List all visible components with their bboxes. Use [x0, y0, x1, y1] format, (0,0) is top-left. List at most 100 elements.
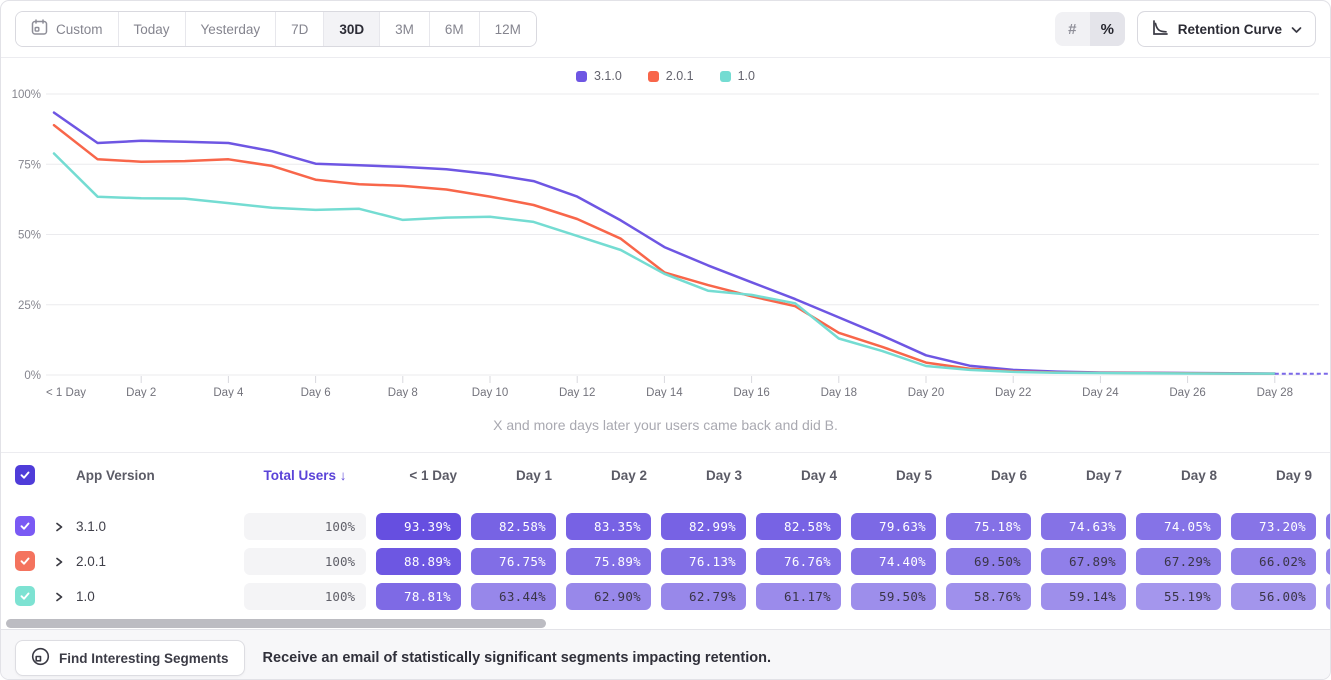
retention-cell[interactable]: 63.44%	[471, 583, 556, 610]
legend-item-2.0.1[interactable]: 2.0.1	[647, 69, 694, 83]
retention-cell[interactable]: 75.18%	[946, 513, 1031, 540]
date-range-12m[interactable]: 12M	[479, 12, 536, 46]
retention-cell[interactable]: 59.14%	[1041, 583, 1126, 610]
column-header-day-4[interactable]: Day 4	[800, 467, 837, 483]
retention-cell-clipped[interactable]	[1326, 548, 1330, 575]
y-axis-label: 50%	[18, 230, 41, 242]
footer-bar: Find Interesting Segments Receive an ema…	[1, 629, 1330, 679]
expand-chevron[interactable]	[53, 555, 67, 569]
column-header-app-version[interactable]: App Version	[76, 467, 155, 483]
row-checkbox-1.0[interactable]	[15, 586, 35, 606]
column-header-day-6[interactable]: Day 6	[990, 467, 1027, 483]
series-line-1.0[interactable]	[52, 152, 1277, 375]
select-all-checkbox[interactable]	[15, 465, 35, 485]
legend-swatch	[647, 70, 659, 82]
date-range-custom[interactable]: Custom	[16, 12, 119, 46]
column-header-day-3[interactable]: Day 3	[705, 467, 742, 483]
x-axis-label: Day 20	[908, 387, 944, 398]
legend-item-1.0[interactable]: 1.0	[719, 69, 755, 83]
retention-cell[interactable]: 62.79%	[661, 583, 746, 610]
retention-cell[interactable]: 78.81%	[376, 583, 461, 610]
x-axis-label: Day 8	[388, 387, 418, 398]
calendar-icon	[31, 19, 48, 39]
retention-cell[interactable]: 82.58%	[756, 513, 841, 540]
retention-cell[interactable]: 61.17%	[756, 583, 841, 610]
column-header-<-1-day[interactable]: < 1 Day	[409, 467, 457, 483]
x-axis-label: Day 26	[1169, 387, 1205, 398]
retention-cell[interactable]: 79.63%	[851, 513, 936, 540]
date-range-30d[interactable]: 30D	[324, 12, 381, 46]
series-line-3.1.0[interactable]	[52, 111, 1277, 375]
retention-cell[interactable]: 75.89%	[566, 548, 651, 575]
segments-icon	[31, 647, 50, 669]
x-axis-label: Day 28	[1257, 387, 1293, 398]
column-header-day-7[interactable]: Day 7	[1085, 467, 1122, 483]
view-type-dropdown[interactable]: Retention Curve	[1136, 11, 1316, 47]
retention-line-chart: 0% 25% 50% 75% 100% < 1 Day Day 2 Day 4 Day 6 Day…	[12, 89, 1330, 399]
retention-cell[interactable]: 66.02%	[1231, 548, 1316, 575]
column-header-day-2[interactable]: Day 2	[610, 467, 647, 483]
chevron-down-icon	[1291, 22, 1302, 37]
date-range-today[interactable]: Today	[118, 12, 186, 46]
retention-cell-clipped[interactable]	[1326, 583, 1330, 610]
legend-label: 2.0.1	[665, 69, 694, 83]
value-mode-percent[interactable]: %	[1089, 12, 1125, 46]
expand-chevron[interactable]	[53, 590, 67, 604]
scrollbar-thumb[interactable]	[6, 619, 546, 628]
date-range-label: Custom	[56, 21, 103, 37]
retention-cell[interactable]: 74.05%	[1136, 513, 1221, 540]
retention-cell[interactable]: 73.20%	[1231, 513, 1316, 540]
table-body: 3.1.0 100% 93.39% 82.58% 83.35% 82.99% 82.58% 7…	[1, 496, 1330, 618]
retention-cell[interactable]: 76.13%	[661, 548, 746, 575]
date-range-yesterday[interactable]: Yesterday	[185, 12, 277, 46]
retention-cell[interactable]: 69.50%	[946, 548, 1031, 575]
table-header: App Version Total Users ↓ < 1 Day Day 1 Day …	[1, 452, 1330, 496]
date-range-selector: Custom Today Yesterday 7D 30D 3M 6M 12M	[15, 11, 537, 47]
retention-cell[interactable]: 74.63%	[1041, 513, 1126, 540]
find-interesting-segments-label: Find Interesting Segments	[59, 650, 229, 666]
row-checkbox-3.1.0[interactable]	[15, 516, 35, 536]
value-mode-number[interactable]: #	[1068, 20, 1077, 38]
column-header-day-5[interactable]: Day 5	[895, 467, 932, 483]
legend-label: 3.1.0	[593, 69, 622, 83]
retention-cell[interactable]: 67.89%	[1041, 548, 1126, 575]
retention-cell[interactable]: 76.75%	[471, 548, 556, 575]
date-range-3m[interactable]: 3M	[380, 12, 430, 46]
retention-cell[interactable]: 55.19%	[1136, 583, 1221, 610]
app-version-label: 2.0.1	[76, 554, 107, 569]
retention-cell[interactable]: 58.76%	[946, 583, 1031, 610]
column-header-day-1[interactable]: Day 1	[515, 467, 552, 483]
column-header-total-users[interactable]: Total Users ↓	[263, 467, 347, 483]
app-version-label: 3.1.0	[76, 519, 107, 534]
retention-cell-clipped[interactable]	[1326, 513, 1330, 540]
x-axis-label: Day 16	[733, 387, 769, 398]
retention-cell[interactable]: 56.00%	[1231, 583, 1316, 610]
find-interesting-segments-button[interactable]: Find Interesting Segments	[15, 640, 245, 676]
retention-cell[interactable]: 76.76%	[756, 548, 841, 575]
retention-cell[interactable]: 74.40%	[851, 548, 936, 575]
row-checkbox-2.0.1[interactable]	[15, 551, 35, 571]
date-range-7d[interactable]: 7D	[276, 12, 325, 46]
x-axis-label: Day 14	[646, 387, 683, 398]
retention-cell[interactable]: 82.58%	[471, 513, 556, 540]
expand-chevron[interactable]	[53, 520, 67, 534]
retention-cell[interactable]: 67.29%	[1136, 548, 1221, 575]
retention-cell[interactable]: 83.35%	[566, 513, 651, 540]
x-axis-label: Day 22	[995, 387, 1031, 398]
column-header-day-8[interactable]: Day 8	[1180, 467, 1217, 483]
retention-cell[interactable]: 82.99%	[661, 513, 746, 540]
retention-cell[interactable]: 88.89%	[376, 548, 461, 575]
series-line-2.0.1[interactable]	[52, 123, 1277, 375]
date-range-label: 30D	[339, 21, 365, 37]
retention-cell[interactable]: 93.39%	[376, 513, 461, 540]
toolbar-right: #% Retention Curve	[1054, 11, 1316, 47]
column-header-day-9[interactable]: Day 9	[1275, 467, 1312, 483]
retention-cell[interactable]: 59.50%	[851, 583, 936, 610]
footer-message: Receive an email of statistically signif…	[262, 650, 771, 666]
legend-item-3.1.0[interactable]: 3.1.0	[575, 69, 622, 83]
retention-cell[interactable]: 62.90%	[566, 583, 651, 610]
legend-label: 1.0	[737, 69, 755, 83]
x-axis-label: Day 4	[213, 387, 244, 398]
date-range-6m[interactable]: 6M	[429, 12, 480, 46]
